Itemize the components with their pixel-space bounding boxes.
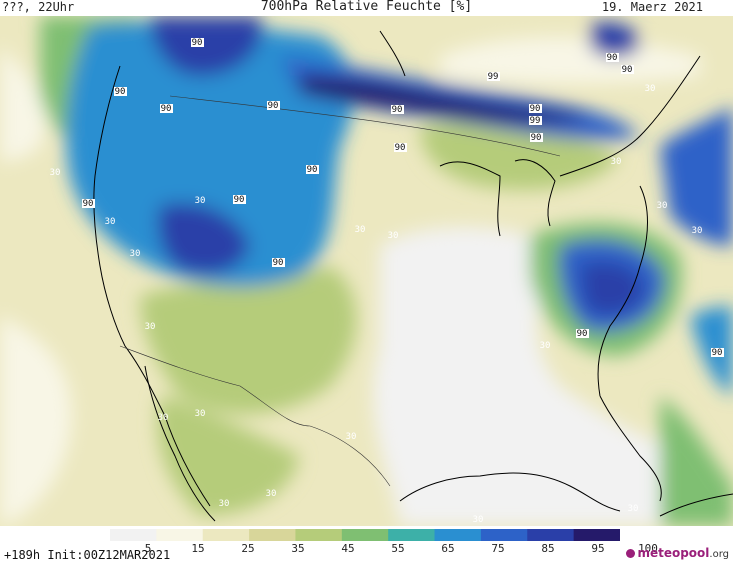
isoline-label: 90 <box>161 104 172 114</box>
colorbar-tick-label: 5 <box>144 542 152 555</box>
isoline-label: 90 <box>83 199 94 209</box>
isoline-label: 30 <box>645 84 656 94</box>
isoline-label: 30 <box>473 515 484 525</box>
isoline-label: 90 <box>115 87 126 97</box>
borders <box>119 95 561 487</box>
colorbar-tick-label: 15 <box>191 542 205 555</box>
header-bar: ???, 22Uhr 700hPa Relative Feuchte [%] 1… <box>0 0 733 16</box>
colorbar-swatch <box>202 529 250 541</box>
isoline-label: 30 <box>195 196 206 206</box>
colorbar-tick-label: 75 <box>491 542 505 555</box>
isoline-label: 90 <box>273 258 284 268</box>
valid-date-label: 19. Maerz 2021 <box>601 0 703 14</box>
isoline-label: 90 <box>712 348 723 358</box>
colorbar-swatch <box>480 529 528 541</box>
colorbar-tick-label: 25 <box>241 542 255 555</box>
isoline-label: 30 <box>50 168 61 178</box>
isoline-label: 90 <box>531 133 542 143</box>
colorbar-swatch <box>434 529 482 541</box>
coastlines <box>93 30 733 522</box>
run-info: +189h Init:00Z12MAR2021 <box>4 548 171 562</box>
isoline-label: 30 <box>611 157 622 167</box>
colorbar-tick-label: 65 <box>441 542 455 555</box>
isoline-label: 30 <box>388 231 399 241</box>
isoline-label: 30 <box>628 504 639 514</box>
colorbar-swatch <box>573 529 621 541</box>
isoline-label: 30 <box>158 413 169 423</box>
isoline-label: 99 <box>530 116 541 126</box>
isoline-label: 90 <box>622 65 633 75</box>
isoline-label: 90 <box>607 53 618 63</box>
isoline-label: 99 <box>488 72 499 82</box>
isoline-label: 30 <box>266 489 277 499</box>
isoline-label: 30 <box>346 432 357 442</box>
isoline-label: 30 <box>105 217 116 227</box>
isoline-label: 90 <box>395 143 406 153</box>
colorbar-swatch <box>249 529 296 541</box>
isoline-label: 30 <box>355 225 366 235</box>
map-title: 700hPa Relative Feuchte [%] <box>260 0 473 14</box>
isoline-label: 90 <box>268 101 279 111</box>
colorbar-swatch <box>156 529 204 541</box>
isoline-label: 30 <box>540 341 551 351</box>
isoline-label: 30 <box>130 249 141 259</box>
colorbar-tick-label: 85 <box>541 542 555 555</box>
isoline-label: 30 <box>692 226 703 236</box>
colorbar-swatch <box>110 529 157 541</box>
logo-dot-icon <box>626 549 636 558</box>
colorbar-tick-label: 45 <box>341 542 355 555</box>
isoline-label: 90 <box>234 195 245 205</box>
colorbar-swatches <box>110 529 621 541</box>
colorbar-swatch <box>527 529 575 541</box>
colorbar-swatch <box>295 529 343 541</box>
isoline-label: 30 <box>195 409 206 419</box>
valid-day-label: ???, 22Uhr <box>2 0 75 14</box>
footer-bar: 5 15 25 35 45 55 65 75 85 95 100 +189h Init:00Z12M… <box>0 526 733 566</box>
isoline-label: 90 <box>577 329 588 339</box>
logo-brand: meteopool <box>637 546 710 560</box>
humidity-map: 90 90 90 90 90 90 90 90 90 90 90 90 90 90 90 90 99 99 30 30… <box>0 16 733 526</box>
isoline-label: 90 <box>307 165 318 175</box>
map-canvas: 90 90 90 90 90 90 90 90 90 90 90 90 90 90 90 90 99 99 30 30… <box>0 16 733 526</box>
colorbar-tick-label: 100 <box>638 542 658 555</box>
isoline-label: 90 <box>530 104 541 114</box>
humidity-field <box>0 16 733 526</box>
colorbar: 5 15 25 35 45 55 65 75 85 95 100 <box>110 528 658 555</box>
meteopool-logo[interactable]: meteopool.org <box>626 546 729 560</box>
isoline-label: 90 <box>392 105 403 115</box>
colorbar-swatch <box>388 529 436 541</box>
colorbar-tick-label: 95 <box>591 542 605 555</box>
colorbar-tick-label: 35 <box>291 542 305 555</box>
isoline-labels: 90 90 90 90 90 90 90 90 90 90 90 90 90 90 90 90 99 99 30 30… <box>50 38 724 525</box>
colorbar-swatch <box>341 529 389 541</box>
logo-domain: .org <box>709 549 729 560</box>
isoline-label: 30 <box>657 201 668 211</box>
isoline-label: 90 <box>192 38 203 48</box>
isoline-label: 30 <box>145 322 156 332</box>
colorbar-tick-label: 55 <box>391 542 405 555</box>
isoline-label: 30 <box>219 499 230 509</box>
